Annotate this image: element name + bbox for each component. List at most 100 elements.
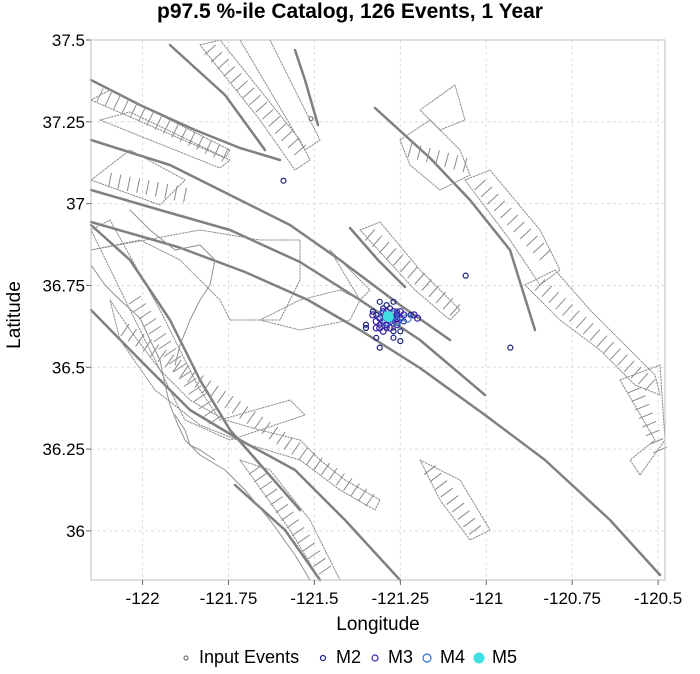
fault-hatch-tick <box>446 495 459 505</box>
fault-hatch-tick <box>645 429 660 437</box>
fault-hatch-tick <box>435 480 448 490</box>
fault-hatch-tick <box>318 565 332 575</box>
fault-hatch-tick <box>196 136 204 150</box>
fault-hatch-tick <box>133 303 147 312</box>
fault-hatch-tick <box>313 457 323 471</box>
fault-hatch-tick <box>442 298 454 310</box>
fault-hatch-tick <box>173 185 178 201</box>
x-axis-label: Longitude <box>336 614 419 635</box>
fault-hatch-tick <box>270 496 283 506</box>
y-tick-label: 36.75 <box>42 276 85 295</box>
fault-hatch-tick <box>158 340 172 350</box>
fault-hatch-tick <box>194 375 204 388</box>
fault-hatch-tick <box>179 364 189 378</box>
fault-hatch-tick <box>128 295 142 305</box>
legend: Input Events M2 M3 M4 M5 <box>183 647 517 667</box>
legend-label: M5 <box>492 647 517 667</box>
fault-hatch-tick <box>562 304 573 316</box>
x-axis: -122 -121.75 -121.5 -121.25 -121 -120.75 -120.… <box>126 580 682 608</box>
fault-hatch-tick <box>302 542 316 552</box>
fault-hatch-tick <box>202 380 212 393</box>
fault-hatch-tick <box>291 527 305 537</box>
fault-hatch-tick <box>617 354 628 366</box>
coastline <box>90 209 311 581</box>
legend-marker <box>422 653 432 663</box>
fault-hatch-tick <box>449 304 461 316</box>
fault-hatch-tick <box>400 260 411 272</box>
fault-hatch-tick <box>539 249 551 261</box>
fault-hatch-tick <box>117 174 122 190</box>
fault-hatch-tick <box>255 101 268 113</box>
y-tick-label: 37.5 <box>52 31 85 50</box>
fault-hatch-tick <box>254 416 264 429</box>
fault-hatch-tick <box>603 341 614 354</box>
event-point <box>390 334 397 341</box>
fault-hatch-tick <box>148 325 162 335</box>
fault-hatch-tick <box>526 235 538 247</box>
fault-hatch-tick <box>416 145 422 160</box>
fault-hatch-tick <box>631 395 646 402</box>
legend-item: M5 <box>473 647 517 667</box>
fault-hatch-tick <box>231 401 241 414</box>
fault-hatch-tick <box>183 187 187 203</box>
fault-hatch-tick <box>146 112 154 126</box>
fault-hatch-tick <box>480 186 493 198</box>
fault-hatch-tick <box>153 333 167 342</box>
fault-hatch-tick <box>136 178 140 193</box>
fault-hatch-tick <box>208 415 222 425</box>
fault-hatch-tick <box>435 291 446 304</box>
fault-hatch-tick <box>444 152 450 168</box>
fault-hatch-tick <box>637 373 649 385</box>
y-tick-label: 36.25 <box>42 440 85 459</box>
fault-hatch-tick <box>313 557 326 567</box>
fault-hatch-tick <box>163 120 171 134</box>
fault-hatch-tick <box>203 408 217 417</box>
fault-hatch-tick <box>298 447 308 460</box>
fault-hatch-tick <box>276 431 286 445</box>
fault-hatch-tick <box>506 214 519 226</box>
fault-hatch-tick <box>358 488 368 502</box>
fault-hatch-tick <box>204 44 216 56</box>
fault-hatch-tick <box>500 207 512 219</box>
event-point <box>280 177 287 184</box>
fault-hatch-tick <box>217 59 229 70</box>
chart-title: p97.5 %-ile Catalog, 126 Events, 1 Year <box>157 0 543 23</box>
fault-hatch-tick <box>286 519 299 529</box>
fault-hatch-tick <box>179 128 187 142</box>
event-point <box>308 115 314 122</box>
fault-hatch-tick <box>440 487 453 498</box>
fault-hatch-tick <box>468 525 482 535</box>
fault-hatch-tick <box>653 446 667 454</box>
fault-hatch-tick <box>171 124 179 138</box>
fault-hatch-tick <box>287 137 300 149</box>
fault-hatch-tick <box>386 248 397 260</box>
fault-hatch-tick <box>183 378 197 387</box>
fault-hatch-tick <box>221 148 229 162</box>
event-point <box>390 298 397 305</box>
fault-hatch-tick <box>343 478 353 491</box>
event-point <box>402 313 412 323</box>
event-point <box>386 324 394 332</box>
fault-hatch-tick <box>143 318 157 327</box>
y-tick-label: 36 <box>66 522 85 541</box>
fault-hatch-tick <box>138 310 152 320</box>
legend-label: Input Events <box>199 647 299 667</box>
fault-hatch-tick <box>320 462 330 476</box>
fault-hatch-tick <box>126 176 131 192</box>
fault-hatch-tick <box>582 323 594 335</box>
fault-hatch-tick <box>187 370 197 383</box>
legend-marker <box>473 652 485 664</box>
fault-hatch-tick <box>246 411 256 424</box>
fault-hatch-tick <box>155 182 159 197</box>
fault-hatch-tick <box>644 379 656 391</box>
fault-hatch-tick <box>254 473 267 483</box>
fault-hatch-tick <box>534 279 546 291</box>
fault-hatch-tick <box>631 366 642 379</box>
legend-marker <box>183 655 189 661</box>
fault-hatch-tick <box>407 142 413 158</box>
fault-hatch-tick <box>213 144 221 158</box>
fault-hatch-tick <box>624 360 635 372</box>
fault-hatch-tick <box>649 438 664 445</box>
fault-hatch-tick <box>281 130 293 141</box>
